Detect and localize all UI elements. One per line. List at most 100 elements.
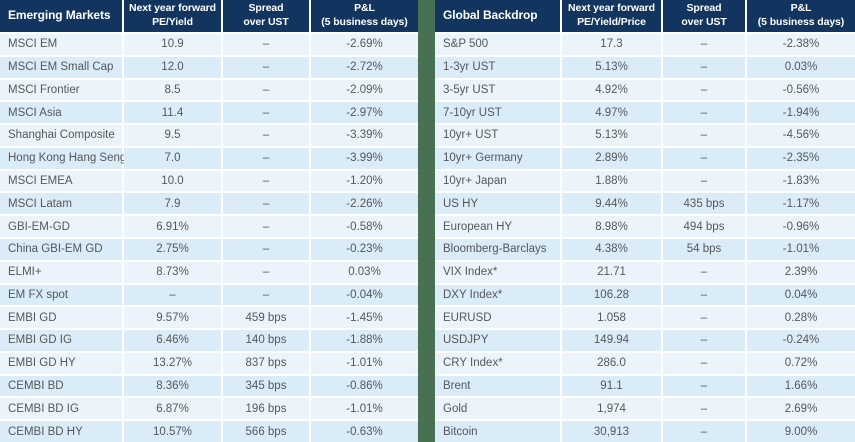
value-cell: 149.94 [562, 330, 661, 351]
row-label: CEMBI BD [0, 375, 122, 397]
pnl-cell: -2.26% [311, 193, 418, 215]
spread-cell: – [223, 284, 309, 306]
pnl-cell: 9.00% [747, 421, 855, 442]
value-cell: 9.57% [124, 307, 221, 329]
column-header-spread: Spread over UST [223, 0, 309, 32]
value-cell: 21.71 [562, 261, 661, 283]
pnl-cell: -2.35% [747, 147, 855, 169]
row-label: CRY Index* [435, 352, 560, 374]
spread-cell: – [663, 79, 745, 101]
value-cell: 30,913 [562, 421, 661, 442]
row-label: 7-10yr UST [435, 102, 560, 124]
pnl-cell: 0.28% [747, 307, 855, 329]
value-cell: 7.9 [124, 193, 221, 215]
row-label: China GBI-EM GD [0, 239, 122, 260]
pnl-cell: 2.39% [747, 261, 855, 283]
pnl-cell: 1.66% [747, 375, 855, 397]
pnl-cell: -2.72% [311, 56, 418, 78]
spread-cell: – [663, 398, 745, 420]
row-label: 1-3yr UST [435, 56, 560, 78]
row-label: Bitcoin [435, 421, 560, 442]
row-label: 3-5yr UST [435, 79, 560, 101]
column-header-text: Next year forward PE/Yield/Price [567, 2, 655, 28]
pnl-cell: -1.17% [747, 193, 855, 215]
pnl-cell: -2.97% [311, 102, 418, 124]
spread-cell: 837 bps [223, 352, 309, 374]
spread-cell: – [663, 375, 745, 397]
value-cell: 8.98% [562, 216, 661, 237]
row-label: 10yr+ UST [435, 125, 560, 146]
spread-cell: – [663, 170, 745, 192]
pnl-cell: -1.94% [747, 102, 855, 124]
spread-cell: – [663, 421, 745, 442]
value-cell: 4.38% [562, 239, 661, 260]
pnl-cell: -3.39% [311, 125, 418, 146]
value-cell: 11.4 [124, 102, 221, 124]
row-label: EM FX spot [0, 284, 122, 306]
column-header-pnl: P&L (5 business days) [747, 0, 855, 32]
spread-cell: – [223, 125, 309, 146]
value-cell: 5.13% [562, 125, 661, 146]
spread-cell: – [223, 193, 309, 215]
row-label: Hong Kong Hang Seng [0, 147, 126, 169]
spread-cell: – [223, 261, 309, 283]
value-cell: – [124, 284, 221, 306]
pnl-cell: -0.56% [747, 79, 855, 101]
row-label: MSCI EMEA [0, 170, 122, 192]
pnl-cell: 0.72% [747, 352, 855, 374]
pnl-cell: -1.01% [747, 239, 855, 260]
value-cell: 106.28 [562, 284, 661, 306]
spread-cell: 54 bps [663, 239, 745, 260]
pnl-cell: -0.86% [311, 375, 418, 397]
spread-cell: 140 bps [223, 330, 309, 351]
value-cell: 10.0 [124, 170, 221, 192]
column-header-text: P&L (5 business days) [757, 2, 845, 28]
table-title-emerging-markets: Emerging Markets [0, 0, 122, 32]
column-header-pe-yield-price: Next year forward PE/Yield/Price [562, 0, 661, 32]
pnl-cell: -0.04% [311, 284, 418, 306]
row-label: EMBI GD HY [0, 352, 122, 374]
row-label: VIX Index* [435, 261, 560, 283]
pnl-cell: -2.09% [311, 79, 418, 101]
value-cell: 9.5 [124, 125, 221, 146]
value-cell: 4.92% [562, 79, 661, 101]
column-header-pnl: P&L (5 business days) [311, 0, 418, 32]
spread-cell: – [663, 261, 745, 283]
row-label: CEMBI BD HY [0, 421, 122, 442]
value-cell: 2.75% [124, 239, 221, 260]
row-label: S&P 500 [435, 34, 560, 55]
spread-cell: – [223, 34, 309, 55]
spread-cell: – [223, 216, 309, 237]
value-cell: 6.46% [124, 330, 221, 351]
spread-cell: 345 bps [223, 375, 309, 397]
row-label: European HY [435, 216, 560, 237]
pnl-cell: -3.99% [311, 147, 418, 169]
pnl-cell: -1.01% [311, 398, 418, 420]
pnl-cell: 2.69% [747, 398, 855, 420]
pnl-cell: 0.03% [311, 261, 418, 283]
value-cell: 10.9 [124, 34, 221, 55]
pnl-cell: -0.24% [747, 330, 855, 351]
row-label: EMBI GD IG [0, 330, 122, 351]
row-label: Shanghai Composite [0, 125, 122, 146]
column-header-text: Spread over UST [243, 2, 289, 28]
value-cell: 5.13% [562, 56, 661, 78]
table-divider [418, 0, 435, 442]
spread-cell: – [663, 125, 745, 146]
emerging-markets-table: Emerging Markets Next year forward PE/Yie… [0, 0, 418, 442]
row-label: MSCI Asia [0, 102, 122, 124]
pnl-cell: -1.45% [311, 307, 418, 329]
global-backdrop-table: Global Backdrop Next year forward PE/Yiel… [435, 0, 855, 442]
row-label: 10yr+ Germany [435, 147, 560, 169]
spread-cell: 435 bps [663, 193, 745, 215]
row-label: MSCI EM Small Cap [0, 56, 122, 78]
pnl-cell: 0.04% [747, 284, 855, 306]
row-label: DXY Index* [435, 284, 560, 306]
pnl-cell: -2.69% [311, 34, 418, 55]
spread-cell: – [223, 170, 309, 192]
value-cell: 8.73% [124, 261, 221, 283]
row-label: EMBI GD [0, 307, 122, 329]
pnl-cell: -0.58% [311, 216, 418, 237]
spread-cell: – [663, 352, 745, 374]
